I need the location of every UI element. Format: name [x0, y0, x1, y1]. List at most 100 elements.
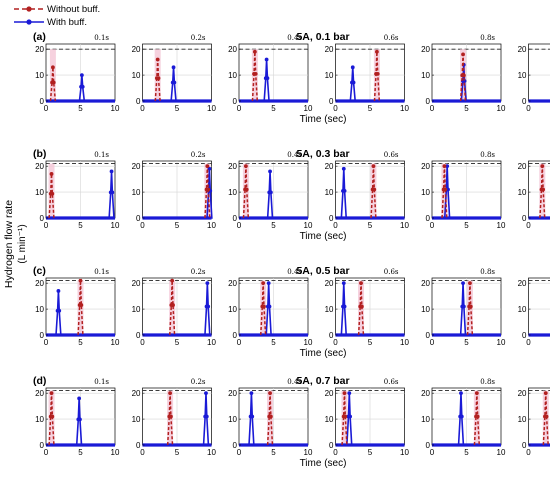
point-without-buff — [475, 414, 480, 419]
y-tick-label: 10 — [325, 305, 334, 314]
legend-with-label: With buff. — [47, 17, 87, 28]
x-tick-label: 5 — [464, 221, 469, 230]
x-tick-label: 5 — [368, 338, 373, 347]
x-tick-label: 0 — [526, 104, 531, 113]
panel: 0.2s 0 10 20 0 5 10 — [132, 378, 217, 457]
x-tick-label: 0 — [430, 338, 435, 347]
panel: 1.0s010200510 — [518, 277, 550, 347]
point-with-buff — [266, 281, 271, 286]
x-tick-label: 10 — [207, 104, 216, 113]
x-tick-label: 10 — [497, 104, 506, 113]
x-tick-label: 10 — [207, 221, 216, 230]
y-tick-label: 10 — [421, 71, 430, 80]
panel: 0.8s 0 10 20 0 5 10 — [421, 151, 506, 230]
pulse-window — [77, 280, 84, 335]
x-tick-label: 0 — [44, 338, 49, 347]
point-with-buff — [204, 414, 209, 419]
point-with-buff — [171, 65, 176, 70]
point-without-buff — [359, 281, 363, 286]
point-without-buff — [268, 414, 273, 419]
duration-label: 0.1s — [94, 268, 109, 276]
panel: 0.4s 0 10 20 0 5 10 — [228, 378, 313, 457]
x-tick-label: 0 — [333, 338, 338, 347]
legend-without-label: Without buff. — [47, 4, 100, 15]
y-tick-label: 10 — [518, 305, 527, 314]
x-axis-label: Time (sec) — [300, 458, 347, 469]
panel-frame — [528, 43, 550, 102]
panel: 0.1s 0 10 20 0 5 10 — [35, 34, 120, 113]
x-tick-label: 0 — [140, 104, 145, 113]
y-tick-label: 10 — [132, 305, 141, 314]
x-tick-label: 5 — [78, 448, 83, 457]
point-without-buff — [375, 49, 379, 54]
x-tick-label: 5 — [175, 104, 180, 113]
y-tick-label: 20 — [35, 45, 44, 54]
x-tick-label: 5 — [464, 338, 469, 347]
point-with-buff — [80, 84, 85, 89]
point-without-buff — [51, 65, 55, 70]
y-tick-label: 0 — [522, 331, 527, 340]
y-tick-label: 20 — [132, 45, 141, 54]
y-tick-label: 0 — [233, 331, 238, 340]
panel: 0.8s 0 10 20 0 5 10 — [421, 378, 506, 457]
point-without-buff — [51, 80, 56, 85]
y-tick-label: 0 — [233, 441, 238, 450]
point-with-buff — [57, 308, 62, 313]
panel: 0.6s 0 10 20 0 5 10 — [325, 34, 410, 113]
y-axis-label-line2: (L min⁻¹) — [17, 224, 28, 263]
duration-label: 0.6s — [384, 34, 399, 42]
y-tick-label: 20 — [325, 279, 334, 288]
subplot-row-0: (a) 5A, 0.1 bar 0.1s 0 10 20 0 5 10 0.2s 0 10 20 0 5 10… — [33, 31, 550, 125]
point-with-buff — [350, 65, 355, 70]
point-without-buff — [372, 187, 377, 192]
x-tick-label: 10 — [207, 448, 216, 457]
x-tick-label: 10 — [304, 104, 313, 113]
x-tick-label: 0 — [237, 448, 242, 457]
point-with-buff — [446, 187, 450, 192]
x-tick-label: 10 — [304, 338, 313, 347]
point-without-buff — [252, 49, 257, 54]
point-with-buff — [77, 396, 82, 401]
point-without-buff — [262, 304, 266, 309]
x-tick-label: 10 — [207, 338, 216, 347]
x-tick-label: 5 — [271, 104, 276, 113]
x-tick-label: 0 — [44, 104, 49, 113]
y-tick-label: 0 — [136, 441, 141, 450]
point-with-buff — [78, 417, 82, 422]
point-without-buff — [342, 391, 347, 396]
point-with-buff — [56, 289, 61, 293]
point-without-buff — [261, 281, 266, 286]
duration-label: 0.8s — [480, 151, 495, 159]
point-without-buff — [540, 164, 545, 169]
y-tick-label: 20 — [35, 162, 44, 171]
x-tick-label: 10 — [111, 221, 120, 230]
point-without-buff — [205, 164, 210, 169]
y-axis-label-line1: Hydrogen flow rate — [3, 200, 15, 288]
point-with-buff — [206, 304, 211, 309]
point-without-buff — [468, 281, 472, 286]
y-tick-label: 10 — [325, 415, 334, 424]
y-tick-label: 0 — [329, 97, 334, 106]
y-tick-label: 20 — [228, 45, 237, 54]
y-tick-label: 10 — [35, 415, 44, 424]
point-with-buff — [249, 391, 254, 396]
x-tick-label: 5 — [368, 221, 373, 230]
x-tick-label: 0 — [333, 221, 338, 230]
y-tick-label: 20 — [228, 162, 237, 171]
y-tick-label: 10 — [325, 71, 334, 80]
point-with-buff — [109, 169, 114, 174]
panel: 0.6s 0 10 20 0 5 10 — [325, 378, 410, 457]
x-tick-label: 5 — [175, 448, 180, 457]
duration-label: 0.8s — [480, 378, 495, 386]
point-without-buff — [170, 278, 175, 283]
point-with-buff — [459, 391, 463, 396]
x-tick-label: 0 — [430, 221, 435, 230]
x-tick-label: 5 — [271, 221, 276, 230]
pulse-window — [169, 280, 176, 335]
y-tick-label: 10 — [35, 71, 44, 80]
duration-label: 0.4s — [287, 34, 302, 42]
legend: Without buff. With buff. — [14, 4, 100, 28]
panel: 0.8s 0 10 20 0 5 10 — [421, 268, 506, 347]
duration-label: 0.8s — [480, 34, 495, 42]
